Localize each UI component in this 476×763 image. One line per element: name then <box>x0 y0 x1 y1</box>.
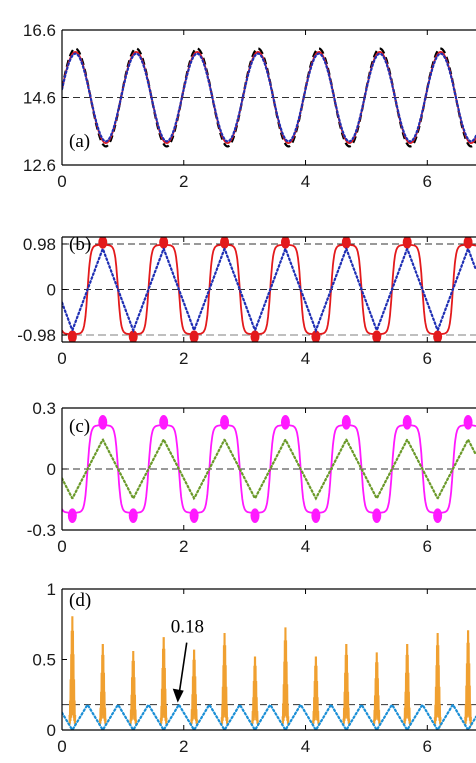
spike-c-1-a <box>98 415 108 430</box>
x-tick-label-c-3: 6 <box>423 537 432 556</box>
spike-b-2-b <box>189 330 199 342</box>
x-tick-label-d-0: 0 <box>57 737 66 756</box>
spike-b-1-b <box>128 330 138 342</box>
plot-area-b <box>62 237 476 342</box>
spike-b-6-a <box>402 237 412 249</box>
plot-area-a <box>62 47 476 148</box>
spike-b-0-b <box>67 330 77 342</box>
spike-c-4-b <box>311 508 321 523</box>
spike-c-3-b <box>250 508 260 523</box>
spike-c-5-b <box>372 508 382 523</box>
x-tick-label-d-3: 6 <box>423 737 432 756</box>
spike-b-3-a <box>220 237 230 249</box>
spike-b-6-b <box>433 330 443 342</box>
series-d-1 <box>62 702 476 730</box>
spike-c-5-a <box>341 415 351 430</box>
spike-b-3-b <box>250 330 260 342</box>
panel-label-d: (d) <box>69 590 91 611</box>
spike-c-0-b <box>67 508 77 523</box>
spike-b-2-a <box>159 237 169 249</box>
burst-d-10 <box>372 652 381 727</box>
y-tick-label-b-0: -0.98 <box>17 326 56 345</box>
burst-d-4 <box>190 649 198 727</box>
y-tick-label-a-1: 14.6 <box>23 89 56 108</box>
spike-c-1-b <box>128 508 138 523</box>
x-tick-label-b-2: 4 <box>301 349 310 368</box>
spike-c-6-b <box>433 508 443 523</box>
panel-label-c: (c) <box>69 416 90 437</box>
y-tick-label-a-0: 12.6 <box>23 156 56 175</box>
plot-area-c <box>62 415 476 523</box>
burst-d-9 <box>342 643 351 727</box>
x-tick-label-c-2: 4 <box>301 537 310 556</box>
chart-panel-a: 0 2 4 6 12.6 14.6 16.6 (a) <box>23 21 476 191</box>
burst-d-8 <box>312 656 320 727</box>
y-tick-label-b-2: 0.98 <box>23 235 56 254</box>
spike-c-4-a <box>280 415 290 430</box>
y-tick-label-b-1: 0 <box>47 281 56 300</box>
burst-d-2 <box>129 650 138 727</box>
burst-d-13 <box>464 630 472 727</box>
series-a-0 <box>62 47 476 148</box>
x-tick-label-b-1: 2 <box>179 349 188 368</box>
burst-d-3 <box>159 637 168 727</box>
y-tick-label-a-2: 16.6 <box>23 21 56 40</box>
x-tick-label-a-3: 6 <box>423 172 432 191</box>
x-tick-label-a-1: 2 <box>179 172 188 191</box>
y-tick-label-d-0: 0 <box>47 721 56 740</box>
burst-d-7 <box>281 627 290 727</box>
burst-d-6 <box>251 656 259 727</box>
series-c-0 <box>62 424 476 514</box>
spike-c-2-a <box>159 415 169 430</box>
x-tick-label-c-0: 0 <box>57 537 66 556</box>
chart-panel-d: 0 2 4 6 0 0.5 1 (d) 0.18 <box>32 580 476 756</box>
spike-c-6-a <box>402 415 412 430</box>
spike-b-5-a <box>341 237 351 249</box>
x-tick-label-d-1: 2 <box>179 737 188 756</box>
spike-c-7-a <box>463 415 473 430</box>
x-tick-label-b-3: 6 <box>423 349 432 368</box>
x-tick-label-b-0: 0 <box>57 349 66 368</box>
spike-b-7-a <box>463 237 473 249</box>
panel-label-a: (a) <box>69 131 90 152</box>
spike-b-5-b <box>372 330 382 342</box>
burst-d-0 <box>68 616 77 727</box>
burst-d-1 <box>98 643 107 727</box>
series-b-1 <box>62 245 476 334</box>
panel-label-b: (b) <box>69 234 91 255</box>
x-tick-label-c-1: 2 <box>179 537 188 556</box>
spike-c-2-b <box>189 508 199 523</box>
burst-d-5 <box>220 632 229 727</box>
spike-b-1-a <box>98 237 108 249</box>
spike-b-4-b <box>311 330 321 342</box>
spike-c-3-a <box>220 415 230 430</box>
y-tick-label-c-2: 0.3 <box>32 399 56 418</box>
burst-d-11 <box>403 643 411 727</box>
x-tick-label-a-2: 4 <box>301 172 310 191</box>
burst-d-12 <box>433 632 442 727</box>
y-tick-label-d-1: 0.5 <box>32 651 56 670</box>
annotation-arrowhead-d <box>172 688 184 703</box>
series-b-0 <box>62 244 476 335</box>
y-tick-label-c-0: -0.3 <box>27 521 56 540</box>
annotation-arrow-d <box>177 642 188 697</box>
spike-b-4-a <box>280 237 290 249</box>
x-tick-label-a-0: 0 <box>57 172 66 191</box>
x-tick-label-d-2: 4 <box>301 737 310 756</box>
series-c-1 <box>62 437 476 501</box>
series-a-2 <box>62 52 476 143</box>
plot-area-d <box>62 616 476 730</box>
chart-panel-c: 0 2 4 6-0.300.3(c) <box>27 399 476 556</box>
y-tick-label-c-1: 0 <box>47 460 56 479</box>
y-tick-label-d-2: 1 <box>47 580 56 599</box>
annotation-label-d: 0.18 <box>171 617 204 638</box>
series-a-1 <box>62 50 476 145</box>
